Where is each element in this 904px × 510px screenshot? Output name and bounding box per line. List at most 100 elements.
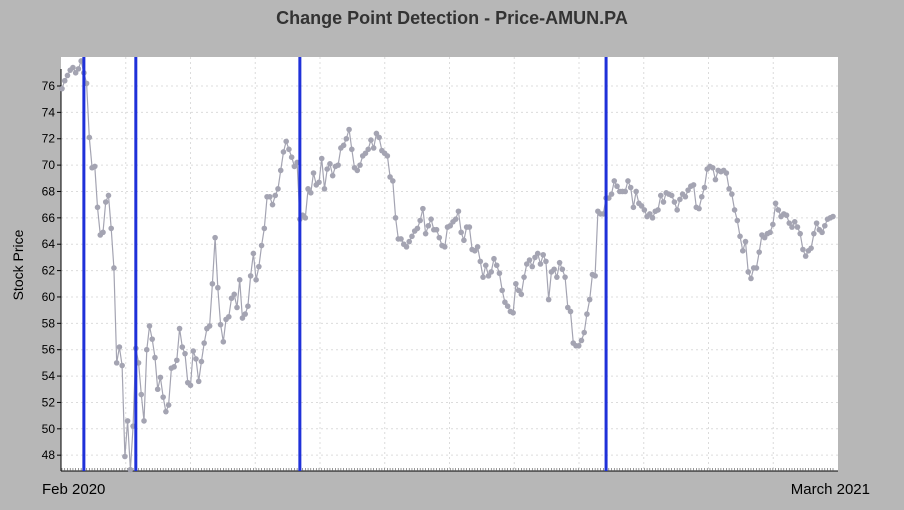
data-point: [92, 163, 98, 170]
data-point: [266, 193, 273, 200]
data-point: [786, 220, 793, 226]
data-point: [712, 176, 719, 183]
data-point: [674, 207, 680, 213]
data-point: [122, 453, 128, 460]
data-point: [275, 186, 281, 192]
data-point: [466, 224, 473, 230]
data-point: [239, 315, 246, 321]
data-point: [198, 358, 205, 365]
data-point: [537, 261, 544, 267]
data-point: [124, 418, 131, 424]
y-tick-label: 76: [42, 79, 56, 93]
data-point: [288, 154, 295, 161]
data-point: [64, 72, 71, 79]
y-tick-label: 64: [42, 237, 56, 251]
data-point: [647, 211, 653, 217]
data-point: [472, 248, 478, 254]
data-point: [739, 248, 746, 254]
data-point: [321, 186, 328, 192]
data-point: [627, 184, 634, 191]
data-point: [163, 408, 169, 415]
data-point: [343, 135, 350, 142]
data-point: [789, 224, 795, 230]
data-point: [800, 246, 806, 253]
y-tick-label: 74: [42, 105, 56, 119]
data-point: [368, 137, 374, 143]
data-point: [201, 340, 207, 346]
data-point: [794, 224, 801, 230]
data-point: [474, 244, 481, 250]
data-point: [307, 190, 314, 196]
data-point: [622, 188, 629, 195]
data-point: [141, 418, 147, 424]
data-point: [206, 323, 213, 329]
data-point: [545, 296, 552, 303]
data-point: [523, 261, 530, 267]
data-point: [802, 253, 809, 259]
data-point: [261, 225, 268, 232]
data-point: [269, 201, 276, 208]
data-point: [529, 263, 536, 270]
data-point: [633, 188, 639, 195]
data-point: [111, 265, 117, 271]
data-point: [775, 207, 782, 213]
data-point: [152, 354, 158, 361]
data-point: [731, 207, 738, 213]
data-point: [417, 217, 423, 224]
data-point: [698, 193, 705, 200]
data-point: [696, 205, 702, 212]
grid: [61, 57, 838, 471]
data-point: [709, 164, 716, 171]
data-point: [660, 199, 667, 205]
data-point: [502, 299, 508, 306]
data-point: [813, 220, 820, 226]
data-point: [157, 374, 164, 381]
data-point: [433, 226, 440, 233]
data-point: [357, 162, 363, 168]
data-point: [690, 182, 697, 188]
data-point: [515, 287, 522, 294]
data-point: [482, 262, 489, 269]
data-point: [209, 280, 216, 287]
data-point: [182, 350, 188, 357]
data-point: [551, 266, 557, 273]
data-point: [748, 275, 754, 282]
data-point: [821, 222, 828, 229]
data-point: [70, 64, 76, 71]
data-point: [559, 266, 566, 273]
data-point: [677, 196, 683, 203]
data-point: [316, 179, 322, 186]
data-point: [354, 167, 361, 174]
data-point: [554, 274, 560, 280]
data-point: [518, 291, 525, 298]
y-tick-label: 58: [42, 316, 56, 330]
data-point: [346, 126, 352, 133]
data-point: [283, 138, 289, 145]
x-end-label: March 2021: [791, 481, 870, 498]
x-start-label: Feb 2020: [42, 481, 105, 498]
data-point: [614, 183, 620, 190]
data-point: [340, 142, 347, 149]
data-point: [75, 66, 82, 72]
data-point: [819, 229, 825, 236]
data-point: [584, 311, 590, 317]
data-point: [499, 287, 505, 294]
y-tick-label: 72: [42, 132, 56, 146]
data-point: [625, 178, 631, 184]
data-point: [761, 234, 768, 241]
data-point: [734, 217, 741, 224]
y-tick-label: 66: [42, 211, 56, 225]
data-point: [753, 265, 760, 271]
data-point: [811, 230, 817, 237]
data-point: [390, 178, 396, 184]
data-point: [247, 273, 254, 279]
data-point: [280, 149, 287, 155]
data-point: [575, 342, 582, 349]
data-point: [526, 257, 533, 263]
data-point: [458, 229, 464, 236]
data-point: [745, 269, 752, 275]
data-point: [327, 160, 333, 167]
data-point: [193, 356, 199, 362]
data-point: [302, 215, 309, 221]
data-point: [225, 313, 232, 320]
